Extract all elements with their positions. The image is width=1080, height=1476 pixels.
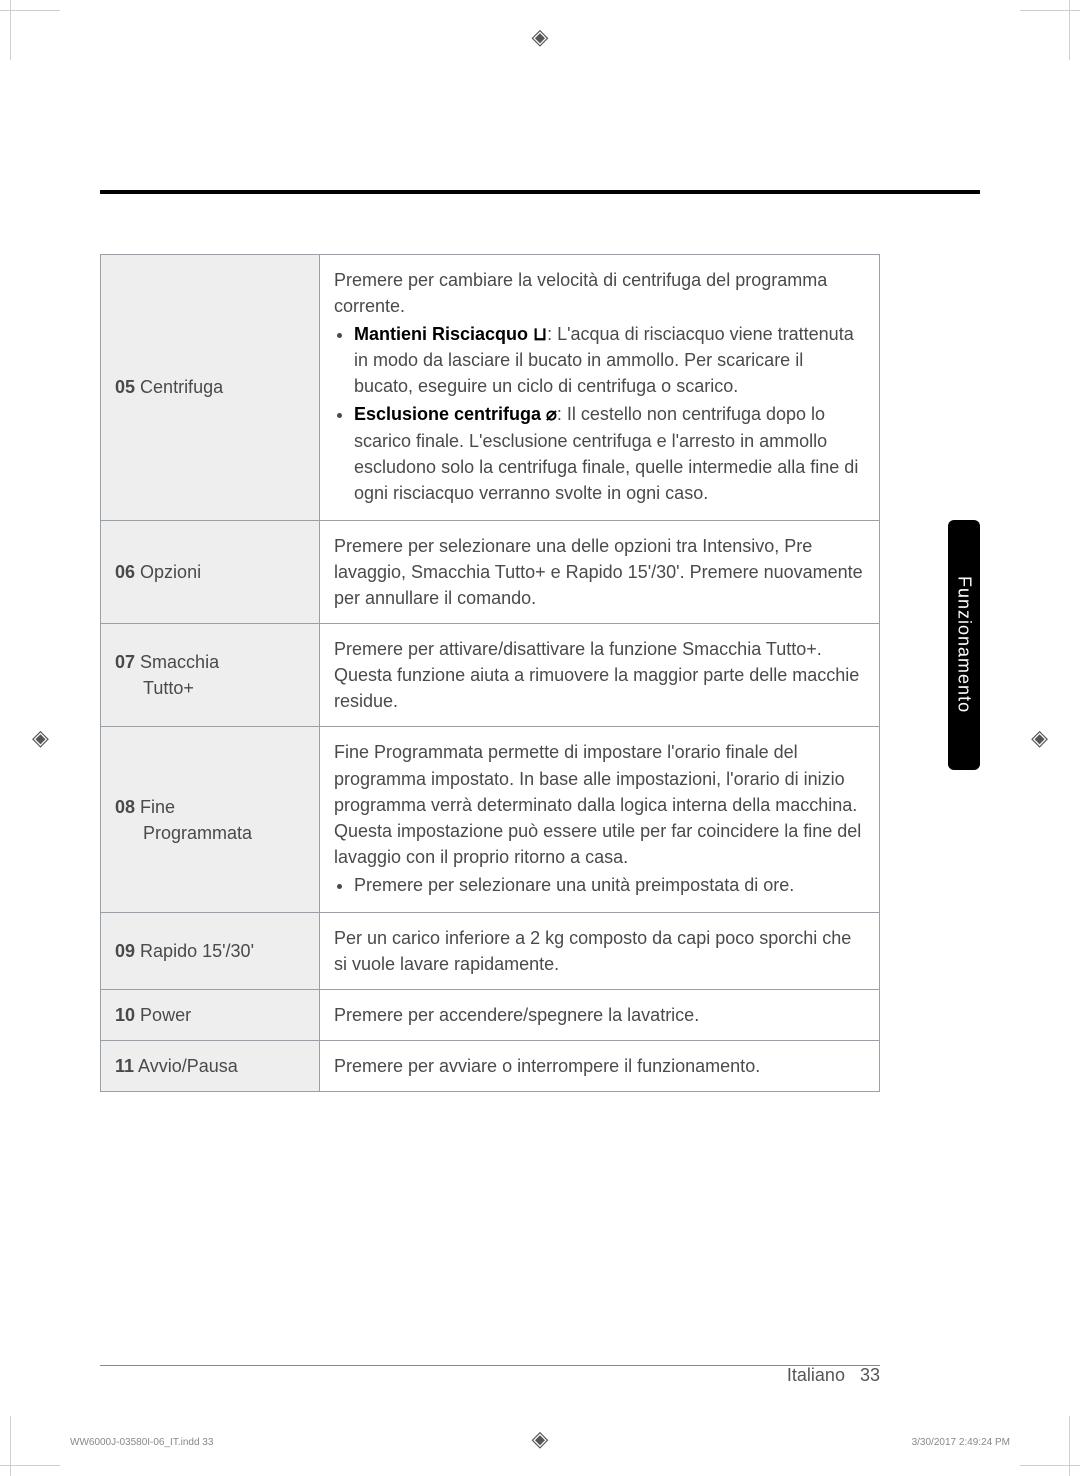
footer-rule — [100, 1365, 880, 1366]
row-body-cell: Premere per accendere/spegnere la lavatr… — [320, 990, 880, 1041]
table-row: 09 Rapido 15'/30' Per un carico inferiore… — [101, 912, 880, 989]
row-label: Smacchia — [140, 652, 219, 672]
registration-mark: ◈ — [532, 1426, 549, 1452]
row-number: 06 — [115, 562, 135, 582]
row-body-intro: Premere per cambiare la velocità di cent… — [334, 267, 865, 319]
row-body-cell: Premere per cambiare la velocità di cent… — [320, 255, 880, 521]
crop-mark — [1020, 1465, 1080, 1466]
row-label: Avvio/Pausa — [138, 1056, 238, 1076]
row-body-text: Premere per accendere/spegnere la lavatr… — [334, 1002, 865, 1028]
row-label-cell: 10 Power — [101, 990, 320, 1041]
crop-mark — [10, 1416, 11, 1476]
crop-mark — [10, 0, 11, 60]
bullet-item: Esclusione centrifuga ⌀: Il cestello non… — [354, 401, 865, 505]
row-label-cell: 07 Smacchia Tutto+ — [101, 624, 320, 727]
table-row: 05 Centrifuga Premere per cambiare la vel… — [101, 255, 880, 521]
row-number: 07 — [115, 652, 135, 672]
row-body-cell: Fine Programmata permette di impostare l… — [320, 727, 880, 913]
footer-text: Italiano 33 — [787, 1365, 880, 1386]
crop-mark — [1069, 1416, 1070, 1476]
bullet-item: Premere per selezionare una unità preimp… — [354, 872, 865, 898]
row-body-cell: Premere per selezionare una delle opzion… — [320, 520, 880, 623]
row-label: Power — [140, 1005, 191, 1025]
side-tab: Funzionamento — [948, 520, 980, 770]
print-info-right: 3/30/2017 2:49:24 PM — [912, 1437, 1010, 1448]
row-label-cont: Programmata — [143, 823, 252, 843]
footer-page: 33 — [860, 1365, 880, 1385]
table-row: 07 Smacchia Tutto+ Premere per attivare/di… — [101, 624, 880, 727]
bullet-item: Mantieni Risciacquo ⊔: L'acqua di riscia… — [354, 321, 865, 399]
row-label: Fine — [140, 797, 175, 817]
row-label-cell: 06 Opzioni — [101, 520, 320, 623]
row-label-cont: Tutto+ — [143, 678, 194, 698]
page: ◈ ◈ ◈ ◈ 05 Centrifuga Premere per cambiar… — [0, 0, 1080, 1476]
table-row: 11 Avvio/Pausa Premere per avviare o inte… — [101, 1041, 880, 1092]
feature-table: 05 Centrifuga Premere per cambiare la vel… — [100, 254, 880, 1092]
row-body-bullets: Premere per selezionare una unità preimp… — [334, 872, 865, 898]
footer-lang: Italiano — [787, 1365, 845, 1385]
crop-mark — [0, 1465, 60, 1466]
row-label: Centrifuga — [140, 377, 223, 397]
crop-mark — [1020, 10, 1080, 11]
table-row: 06 OpzioniPremere per selezionare una de… — [101, 520, 880, 623]
crop-mark — [1069, 0, 1070, 60]
row-number: 09 — [115, 941, 135, 961]
row-label-cell: 05 Centrifuga — [101, 255, 320, 521]
row-number: 05 — [115, 377, 135, 397]
row-body-text: Premere per avviare o interrompere il fu… — [334, 1053, 865, 1079]
row-number: 11 — [115, 1056, 134, 1076]
registration-mark: ◈ — [32, 725, 49, 751]
bullet-bold: Mantieni Risciacquo ⊔ — [354, 324, 547, 344]
row-number: 10 — [115, 1005, 135, 1025]
registration-mark: ◈ — [532, 24, 549, 50]
row-body-cell: Per un carico inferiore a 2 kg composto … — [320, 912, 880, 989]
table-row: 08 Fine Programmata Fine Programmata perme… — [101, 727, 880, 913]
row-body-cell: Premere per avviare o interrompere il fu… — [320, 1041, 880, 1092]
row-label-cell: 08 Fine Programmata — [101, 727, 320, 913]
row-label: Opzioni — [140, 562, 201, 582]
bullet-text: Premere per selezionare una unità preimp… — [354, 875, 794, 895]
side-tab-label: Funzionamento — [954, 576, 975, 713]
registration-mark: ◈ — [1031, 725, 1048, 751]
section-rule — [100, 190, 980, 194]
row-number: 08 — [115, 797, 135, 817]
row-body-bullets: Mantieni Risciacquo ⊔: L'acqua di riscia… — [334, 321, 865, 506]
row-body-text: Premere per attivare/disattivare la funz… — [334, 636, 865, 714]
row-body-text: Per un carico inferiore a 2 kg composto … — [334, 925, 865, 977]
print-info-left: WW6000J-03580I-06_IT.indd 33 — [70, 1437, 213, 1448]
row-label-cell: 09 Rapido 15'/30' — [101, 912, 320, 989]
row-body-cell: Premere per attivare/disattivare la funz… — [320, 624, 880, 727]
row-label: Rapido 15'/30' — [140, 941, 254, 961]
bullet-bold: Esclusione centrifuga ⌀ — [354, 404, 557, 424]
table-row: 10 Power Premere per accendere/spegnere l… — [101, 990, 880, 1041]
row-label-cell: 11 Avvio/Pausa — [101, 1041, 320, 1092]
row-body-text: Premere per selezionare una delle opzion… — [334, 533, 865, 611]
row-body-intro: Fine Programmata permette di impostare l… — [334, 739, 865, 869]
crop-mark — [0, 10, 60, 11]
